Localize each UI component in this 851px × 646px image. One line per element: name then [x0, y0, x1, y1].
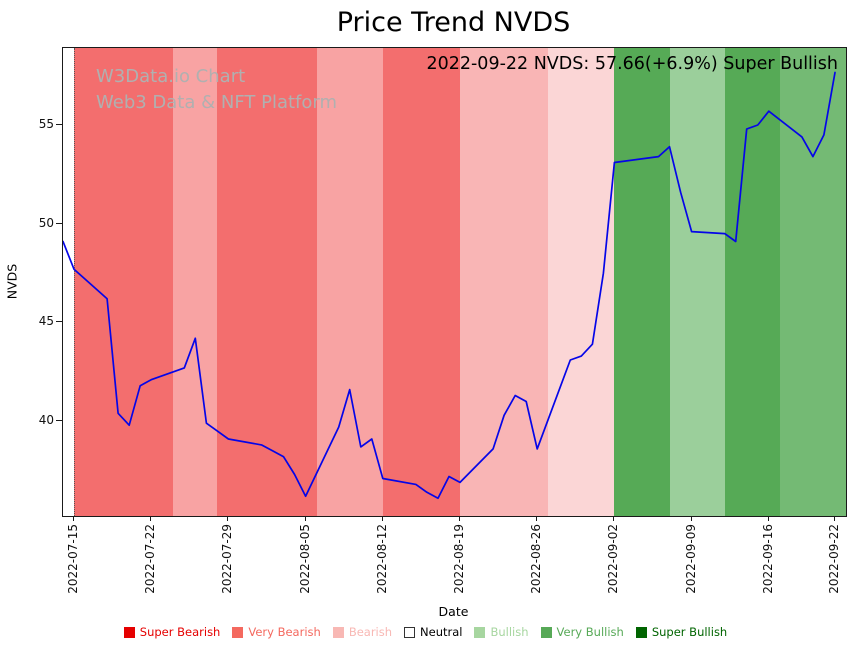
sentiment-band	[382, 48, 460, 516]
sentiment-bands-layer	[63, 48, 846, 516]
x-tick-mark	[459, 516, 460, 521]
x-tick-mark	[73, 516, 75, 521]
sentiment-band	[460, 48, 549, 516]
sentiment-band	[74, 48, 174, 516]
sentiment-band	[548, 48, 615, 516]
legend-swatch-icon	[635, 626, 647, 638]
x-tick-label: 2022-09-22	[826, 524, 841, 594]
sentiment-band	[779, 48, 846, 516]
x-tick-label: 2022-09-02	[606, 524, 621, 594]
legend-label: Neutral	[420, 625, 463, 639]
legend-item: Super Bearish	[123, 625, 221, 639]
x-tick-label: 2022-07-29	[220, 524, 235, 594]
x-tick-mark	[536, 516, 538, 521]
latest-price-annotation: 2022-09-22 NVDS: 57.66(+6.9%) Super Bull…	[426, 54, 838, 74]
watermark-line2: Web3 Data & NFT Platform	[96, 92, 338, 113]
x-axis-label: Date	[438, 604, 469, 619]
start-marker-dotted-line	[74, 48, 76, 516]
y-tick-mark	[56, 321, 62, 323]
legend-item: Very Bullish	[540, 625, 624, 639]
legend-label: Very Bullish	[556, 625, 624, 639]
legend-item: Bullish	[474, 625, 529, 639]
legend-swatch-icon	[232, 626, 244, 638]
legend-label: Bearish	[348, 625, 393, 639]
legend-swatch-icon	[404, 626, 416, 638]
price-line	[63, 71, 836, 500]
legend: Super Bearish Very Bearish Bearish Neutral B…	[0, 623, 851, 641]
x-tick-label: 2022-09-16	[760, 524, 775, 594]
y-tick-label: 50	[38, 215, 54, 230]
price-line-svg	[63, 71, 836, 500]
x-tick-mark	[304, 516, 306, 521]
legend-item: Neutral	[404, 625, 462, 639]
legend-item: Very Bearish	[232, 625, 321, 639]
y-tick-label: 45	[38, 314, 54, 329]
legend-label: Bullish	[490, 625, 529, 639]
x-tick-label: 2022-07-22	[143, 524, 158, 594]
y-tick-mark	[56, 420, 62, 422]
watermark-line1: W3Data.io Chart	[96, 66, 246, 87]
sentiment-band	[669, 48, 725, 516]
legend-swatch-icon	[332, 626, 344, 638]
y-axis-label: NVDS	[4, 263, 20, 300]
legend-swatch-icon	[474, 626, 486, 638]
legend-label: Super Bearish	[139, 625, 221, 639]
x-tick-label: 2022-08-12	[374, 524, 389, 594]
y-tick-label: 40	[38, 413, 54, 428]
plot-area: W3Data.io Chart Web3 Data & NFT Platform…	[62, 47, 847, 517]
x-tick-label: 2022-08-19	[452, 524, 466, 594]
sentiment-band	[724, 48, 780, 516]
x-tick-mark	[613, 516, 615, 521]
legend-item: Super Bullish	[635, 625, 728, 639]
x-tick-mark	[227, 516, 229, 521]
x-tick-mark	[767, 516, 769, 521]
sentiment-band	[316, 48, 383, 516]
sentiment-band	[217, 48, 317, 516]
x-tick-mark	[150, 516, 152, 521]
watermark: W3Data.io Chart Web3 Data & NFT Platform	[96, 64, 337, 116]
y-tick-label: 55	[38, 117, 54, 131]
x-tick-label: 2022-09-09	[683, 524, 698, 594]
y-tick-mark	[56, 222, 62, 224]
x-tick-label: 2022-07-15	[66, 524, 81, 594]
sentiment-band	[614, 48, 670, 516]
legend-item: Bearish	[332, 625, 393, 639]
legend-swatch-icon	[540, 626, 552, 638]
x-tick-label: 2022-08-26	[529, 524, 544, 594]
x-tick-mark	[690, 516, 692, 521]
x-tick-label: 2022-08-05	[297, 524, 312, 594]
legend-label: Very Bearish	[248, 625, 321, 639]
x-tick-mark	[833, 516, 835, 521]
chart-title: Price Trend NVDS	[336, 7, 571, 38]
x-tick-mark	[381, 516, 383, 521]
legend-swatch-icon	[123, 626, 135, 638]
legend-label: Super Bullish	[651, 625, 728, 639]
y-tick-mark	[56, 124, 62, 125]
sentiment-band	[173, 48, 218, 516]
